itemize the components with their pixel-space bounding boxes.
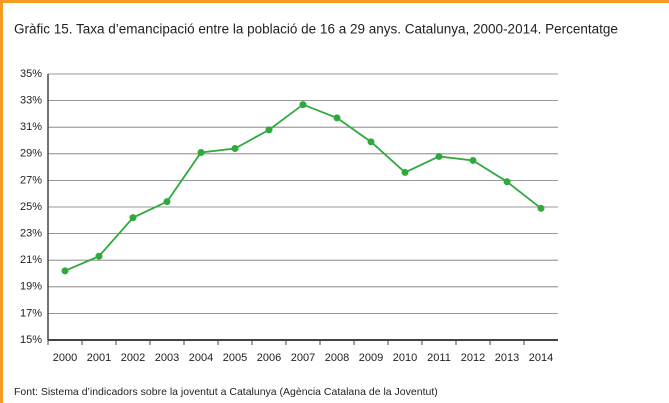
data-point <box>61 267 69 275</box>
x-tick-label: 2006 <box>257 352 281 364</box>
data-point <box>163 198 171 206</box>
x-tick-label: 2012 <box>461 352 485 364</box>
y-tick-label: 35% <box>20 68 42 80</box>
x-tick-label: 2007 <box>291 352 315 364</box>
x-tick-label: 2013 <box>495 352 519 364</box>
data-point <box>265 126 273 134</box>
chart-title: Gràfic 15. Taxa d’emancipació entre la p… <box>14 22 618 37</box>
data-point <box>333 114 341 122</box>
x-tick-label: 2003 <box>155 352 179 364</box>
data-point <box>197 148 205 156</box>
x-tick-label: 2010 <box>393 352 417 364</box>
data-point <box>503 178 511 186</box>
data-point <box>367 138 375 146</box>
x-tick-label: 2000 <box>53 352 77 364</box>
data-point <box>435 152 443 160</box>
y-tick-label: 29% <box>20 148 42 160</box>
y-tick-label: 19% <box>20 281 42 293</box>
x-tick-label: 2005 <box>223 352 247 364</box>
y-tick-label: 23% <box>20 228 42 240</box>
data-point <box>469 156 477 164</box>
data-line <box>64 103 542 272</box>
data-point <box>537 204 545 212</box>
y-tick-label: 15% <box>20 334 42 346</box>
x-tick-label: 2004 <box>189 352 213 364</box>
y-tick-label: 21% <box>20 254 42 266</box>
x-tick-label: 2001 <box>87 352 111 364</box>
data-point <box>95 252 103 260</box>
data-point <box>401 168 409 176</box>
y-tick-label: 31% <box>20 121 42 133</box>
y-tick-label: 25% <box>20 201 42 213</box>
y-tick-label: 17% <box>20 307 42 319</box>
data-point <box>231 144 239 152</box>
x-tick-label: 2011 <box>427 352 451 364</box>
y-tick-label: 33% <box>20 95 42 107</box>
source: Font: Sistema d’indicadors sobre la jove… <box>14 386 438 398</box>
x-tick-label: 2008 <box>325 352 349 364</box>
x-tick-label: 2014 <box>529 352 553 364</box>
x-tick-label: 2002 <box>121 352 145 364</box>
y-tick-label: 27% <box>20 174 42 186</box>
data-point <box>129 214 137 222</box>
x-tick-label: 2009 <box>359 352 383 364</box>
data-point <box>299 101 307 109</box>
